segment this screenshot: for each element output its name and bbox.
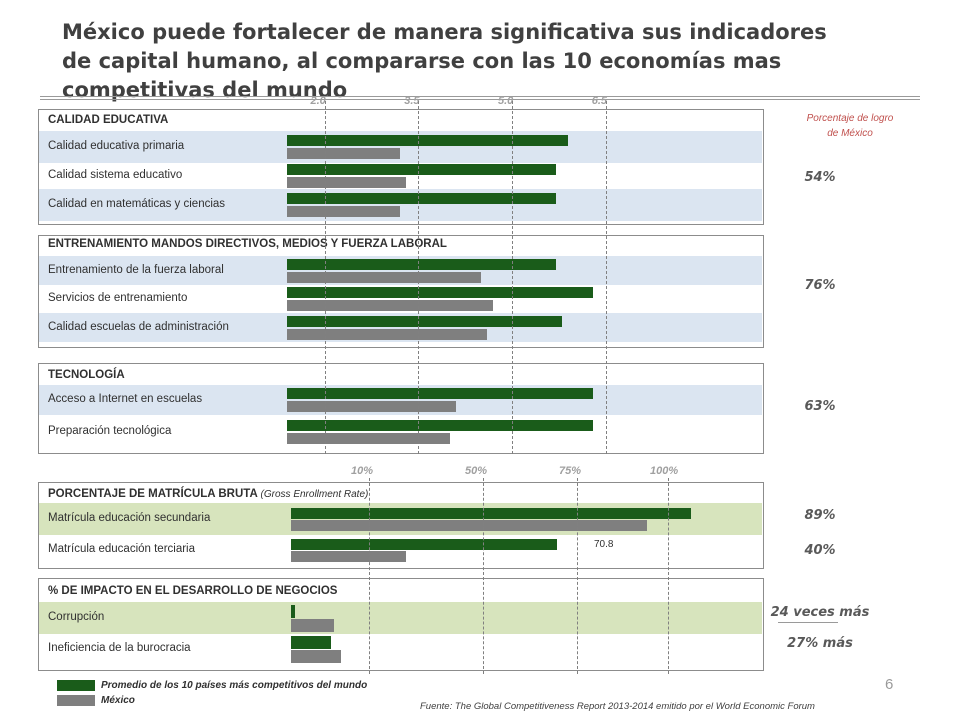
axis-tick-label: 6.5 xyxy=(591,95,608,107)
achievement-value: 89% xyxy=(804,508,836,523)
row-label: Corrupción xyxy=(48,611,105,623)
axis-tick-label: 50% xyxy=(465,465,488,477)
achievement-value: 76% xyxy=(804,278,836,293)
gridline-overlay-3 xyxy=(605,101,607,454)
page-number: 6 xyxy=(885,676,894,693)
bar-top10 xyxy=(291,508,691,519)
panel-title: % DE IMPACTO EN EL DESARROLLO DE NEGOCIO… xyxy=(48,585,338,597)
row-label: Preparación tecnológica xyxy=(48,425,172,437)
legend-label-mexico: México xyxy=(101,695,135,706)
bar-mexico xyxy=(291,520,648,531)
row-label: Calidad educativa primaria xyxy=(48,140,185,152)
achievement-value: 63% xyxy=(804,399,836,414)
panel-title: PORCENTAJE DE MATRÍCULA BRUTA (Gross Enr… xyxy=(48,488,369,500)
bar-top10 xyxy=(287,135,569,146)
gridline-b0 xyxy=(369,478,370,674)
axis-tick-label: 100% xyxy=(650,465,679,477)
bar-mexico xyxy=(287,148,400,159)
bar-top10 xyxy=(291,539,558,550)
connector-line xyxy=(778,622,838,623)
bar-mexico xyxy=(287,300,494,311)
gridline-b2 xyxy=(577,478,578,674)
axis-tick-label: 5.0 xyxy=(498,95,514,107)
achievement-value: 54% xyxy=(804,170,836,185)
gridline-overlay-2 xyxy=(512,101,513,454)
bar-mexico xyxy=(287,433,450,444)
achievement-value: 24 veces más xyxy=(770,605,870,620)
panel-title: TECNOLOGÍA xyxy=(48,369,125,381)
title-rule xyxy=(40,96,920,97)
bar-top10 xyxy=(287,287,594,298)
bar-top10 xyxy=(287,164,556,175)
bar-top10 xyxy=(287,193,556,204)
bar-mexico xyxy=(287,271,481,283)
bar-top10 xyxy=(291,636,331,649)
row-label: Calidad sistema educativo xyxy=(48,169,183,181)
row-label: Matrícula educación terciaria xyxy=(48,543,196,555)
bar-mexico xyxy=(287,401,456,412)
panel-subtitle: (Gross Enrollment Rate) xyxy=(257,489,369,500)
axis-tick-label: 10% xyxy=(351,465,374,477)
gridline-overlay-1 xyxy=(418,101,420,454)
gridline-overlay-0 xyxy=(324,101,326,454)
bar-mexico xyxy=(287,206,400,217)
bar-mexico xyxy=(287,177,406,188)
achievement-header: Porcentaje de logro de México xyxy=(806,113,894,139)
row-label: Entrenamiento de la fuerza laboral xyxy=(48,263,224,276)
bar-top10 xyxy=(287,258,556,270)
row-label: Calidad en matemáticas y ciencias xyxy=(48,198,226,210)
bar-top10 xyxy=(287,315,562,327)
axis-tick-label: 75% xyxy=(559,465,582,477)
bar-top10 xyxy=(287,388,594,399)
gridline-b1 xyxy=(483,478,484,674)
axis-tick-label: 2.0 xyxy=(310,95,326,107)
row-label: Matrícula educación secundaria xyxy=(48,512,211,524)
data-label: 70.8 xyxy=(594,539,614,550)
bar-top10 xyxy=(291,605,295,618)
slide-title: México puede fortalecer de manera signif… xyxy=(62,20,827,102)
row-label: Calidad escuelas de administración xyxy=(48,320,229,333)
bar-mexico xyxy=(291,619,335,632)
legend-label-top10: Promedio de los 10 países más competitiv… xyxy=(101,680,368,691)
panel-title: ENTRENAMIENTO MANDOS DIRECTIVOS, MEDIOS … xyxy=(48,238,447,250)
bar-mexico xyxy=(291,650,342,663)
source-note: Fuente: The Global Competitiveness Repor… xyxy=(420,701,815,712)
achievement-value: 27% más xyxy=(787,636,853,651)
row-label: Acceso a Internet en escuelas xyxy=(48,393,203,405)
panel-title: CALIDAD EDUCATIVA xyxy=(48,114,169,126)
achievement-value: 40% xyxy=(804,543,836,558)
row-band xyxy=(39,602,762,634)
legend-swatch-mexico xyxy=(57,695,95,706)
gridline-b3 xyxy=(668,478,669,674)
bar-mexico xyxy=(291,551,407,562)
title-rule-2 xyxy=(40,99,920,100)
row-label: Ineficiencia de la burocracia xyxy=(48,642,191,654)
bar-mexico xyxy=(287,328,487,340)
bar-top10 xyxy=(287,420,594,431)
row-label: Servicios de entrenamiento xyxy=(48,292,188,304)
legend-swatch-top10 xyxy=(57,680,95,691)
axis-tick-label: 3.5 xyxy=(404,95,420,107)
